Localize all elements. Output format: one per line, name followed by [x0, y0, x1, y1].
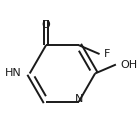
Text: F: F	[104, 49, 110, 59]
Text: HN: HN	[5, 68, 22, 79]
Text: O: O	[42, 20, 50, 30]
Text: N: N	[75, 94, 83, 104]
Text: OH: OH	[120, 59, 137, 70]
